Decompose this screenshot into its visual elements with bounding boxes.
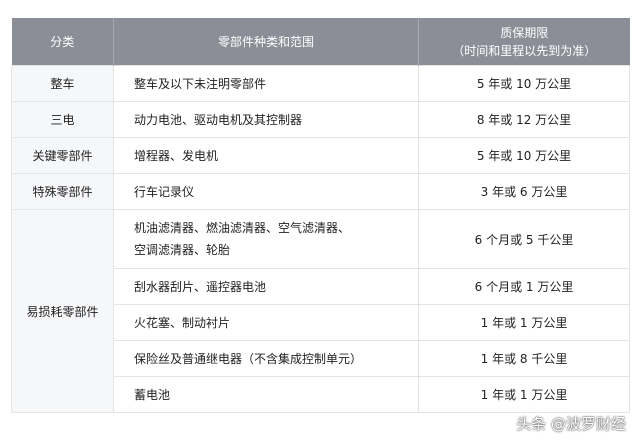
table-row: 整车 整车及以下未注明零部件 5 年或 10 万公里 <box>11 65 630 102</box>
period-cell: 5 年或 10 万公里 <box>418 65 630 102</box>
table-row: 关键零部件 增程器、发电机 5 年或 10 万公里 <box>11 137 630 174</box>
parts-cell: 行车记录仪 <box>113 173 419 210</box>
parts-cell: 动力电池、驱动电机及其控制器 <box>113 101 419 138</box>
table-row: 蓄电池 1 年或 1 万公里 <box>12 376 630 413</box>
parts-cell: 整车及以下未注明零部件 <box>113 65 419 102</box>
period-cell: 5 年或 10 万公里 <box>418 137 630 174</box>
period-cell: 1 年或 1 万公里 <box>418 304 630 341</box>
header-period: 质保期限 （时间和里程以先到为准） <box>418 18 630 66</box>
table-row: 刮水器刮片、遥控器电池 6 个月或 1 万公里 <box>12 268 630 305</box>
category-cell: 特殊零部件 <box>11 173 114 210</box>
parts-cell: 蓄电池 <box>113 376 419 413</box>
period-cell: 3 年或 6 万公里 <box>418 173 630 210</box>
table-row: 火花塞、制动衬片 1 年或 1 万公里 <box>12 304 630 341</box>
parts-cell: 刮水器刮片、遥控器电池 <box>113 268 419 305</box>
parts-cell: 保险丝及普通继电器（不含集成控制单元） <box>113 340 419 377</box>
period-cell: 1 年或 8 千公里 <box>418 340 630 377</box>
period-cell: 6 个月或 1 万公里 <box>418 268 630 305</box>
period-cell: 8 年或 12 万公里 <box>418 101 630 138</box>
table-row: 易损耗零部件 机油滤清器、燃油滤清器、空气滤清器、空调滤清器、轮胎 6 个月或 … <box>11 209 630 413</box>
header-parts: 零部件种类和范围 <box>113 18 419 66</box>
period-cell: 6 个月或 5 千公里 <box>418 209 630 269</box>
warranty-table: 分类 零部件种类和范围 质保期限 （时间和里程以先到为准） 整车 整车及以下未注明… <box>11 18 630 413</box>
table-row: 保险丝及普通继电器（不含集成控制单元） 1 年或 8 千公里 <box>12 340 630 377</box>
period-cell: 1 年或 1 万公里 <box>418 376 630 413</box>
table-row: 特殊零部件 行车记录仪 3 年或 6 万公里 <box>11 173 630 210</box>
table-row: 三电 动力电池、驱动电机及其控制器 8 年或 12 万公里 <box>11 101 630 138</box>
parts-cell: 火花塞、制动衬片 <box>113 304 419 341</box>
parts-cell: 增程器、发电机 <box>113 137 419 174</box>
category-cell: 关键零部件 <box>11 137 114 174</box>
table-header: 分类 零部件种类和范围 质保期限 （时间和里程以先到为准） <box>11 18 630 66</box>
parts-cell: 机油滤清器、燃油滤清器、空气滤清器、空调滤清器、轮胎 <box>113 209 419 269</box>
category-cell: 整车 <box>11 65 114 102</box>
category-cell: 易损耗零部件 <box>11 209 114 413</box>
header-category: 分类 <box>11 18 114 66</box>
watermark: 头条 @波罗财经 <box>516 415 626 433</box>
category-cell: 三电 <box>11 101 114 138</box>
